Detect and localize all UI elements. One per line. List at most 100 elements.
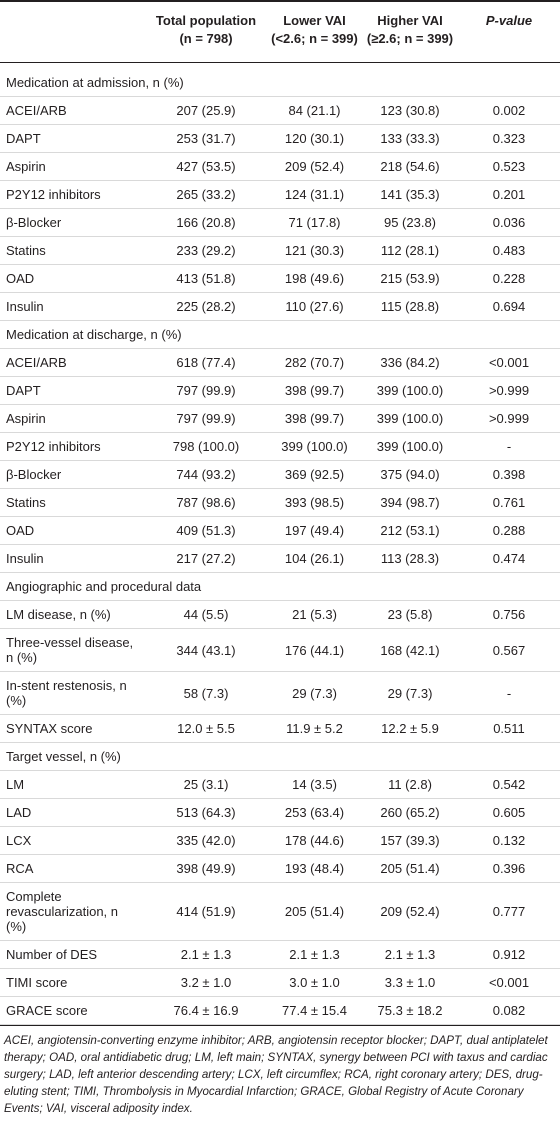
data-row: Aspirin 427 (53.5) 209 (52.4) 218 (54.6) 0.5… bbox=[0, 152, 560, 181]
cell: 113 (28.3) bbox=[362, 544, 458, 573]
data-row: ACEI/ARB 618 (77.4) 282 (70.7) 336 (84.2) <0… bbox=[0, 348, 560, 377]
cell: 0.694 bbox=[458, 292, 560, 321]
cell: 409 (51.3) bbox=[145, 516, 267, 545]
cell: 260 (65.2) bbox=[362, 798, 458, 827]
cell: 176 (44.1) bbox=[267, 628, 362, 672]
row-label: Aspirin bbox=[0, 152, 145, 181]
cell: 0.777 bbox=[458, 882, 560, 941]
row-label: ACEI/ARB bbox=[0, 96, 145, 125]
row-label: P2Y12 inhibitors bbox=[0, 432, 145, 461]
cell: 29 (7.3) bbox=[267, 671, 362, 715]
cell: 375 (94.0) bbox=[362, 460, 458, 489]
cell: 0.542 bbox=[458, 770, 560, 799]
cell: 0.761 bbox=[458, 488, 560, 517]
cell: 209 (52.4) bbox=[362, 882, 458, 941]
data-row: Number of DES 2.1 ± 1.3 2.1 ± 1.3 2.1 ± 1.3… bbox=[0, 940, 560, 969]
cell: 0.912 bbox=[458, 940, 560, 969]
cell: 336 (84.2) bbox=[362, 348, 458, 377]
cell: 414 (51.9) bbox=[145, 882, 267, 941]
cell: 178 (44.6) bbox=[267, 826, 362, 855]
cell: 787 (98.6) bbox=[145, 488, 267, 517]
cell: 265 (33.2) bbox=[145, 180, 267, 209]
cell: 0.511 bbox=[458, 714, 560, 743]
row-label: Number of DES bbox=[0, 940, 145, 969]
cell: 21 (5.3) bbox=[267, 600, 362, 629]
cell: 2.1 ± 1.3 bbox=[145, 940, 267, 969]
data-row: GRACE score 76.4 ± 16.9 77.4 ± 15.4 75.3 ± … bbox=[0, 996, 560, 1025]
row-label: LCX bbox=[0, 826, 145, 855]
header-cell: P-value bbox=[458, 0, 560, 63]
cell: 3.3 ± 1.0 bbox=[362, 968, 458, 997]
cell: 427 (53.5) bbox=[145, 152, 267, 181]
row-label: β-Blocker bbox=[0, 208, 145, 237]
cell: 0.567 bbox=[458, 628, 560, 672]
row-label: β-Blocker bbox=[0, 460, 145, 489]
cell: 369 (92.5) bbox=[267, 460, 362, 489]
header-row: Total population (n = 798) Lower VAI (<2.… bbox=[0, 0, 560, 63]
cell: 44 (5.5) bbox=[145, 600, 267, 629]
cell: 253 (63.4) bbox=[267, 798, 362, 827]
row-label: In-stent restenosis, n (%) bbox=[0, 671, 145, 715]
cell: 14 (3.5) bbox=[267, 770, 362, 799]
cell: 0.228 bbox=[458, 264, 560, 293]
data-row: β-Blocker 744 (93.2) 369 (92.5) 375 (94.0) 0… bbox=[0, 460, 560, 489]
cell: 233 (29.2) bbox=[145, 236, 267, 265]
row-label: P2Y12 inhibitors bbox=[0, 180, 145, 209]
cell: 112 (28.1) bbox=[362, 236, 458, 265]
cell: 513 (64.3) bbox=[145, 798, 267, 827]
cell: 115 (28.8) bbox=[362, 292, 458, 321]
cell: 133 (33.3) bbox=[362, 124, 458, 153]
cell: 157 (39.3) bbox=[362, 826, 458, 855]
cell: 215 (53.9) bbox=[362, 264, 458, 293]
data-row: Insulin 217 (27.2) 104 (26.1) 113 (28.3) 0.4… bbox=[0, 544, 560, 573]
data-row: LM disease, n (%) 44 (5.5) 21 (5.3) 23 (5.8… bbox=[0, 600, 560, 629]
data-row: Complete revascularization, n (%) 414 (51… bbox=[0, 882, 560, 941]
cell: 225 (28.2) bbox=[145, 292, 267, 321]
row-label: TIMI score bbox=[0, 968, 145, 997]
header-cell: Higher VAI (≥2.6; n = 399) bbox=[362, 0, 458, 63]
data-row: Statins 787 (98.6) 393 (98.5) 394 (98.7) 0.7… bbox=[0, 488, 560, 517]
row-label: Three-vessel disease, n (%) bbox=[0, 628, 145, 672]
data-row: LCX 335 (42.0) 178 (44.6) 157 (39.3) 0.132 bbox=[0, 826, 560, 855]
cell: >0.999 bbox=[458, 404, 560, 433]
row-label: Statins bbox=[0, 488, 145, 517]
cell: 0.756 bbox=[458, 600, 560, 629]
cell: 197 (49.4) bbox=[267, 516, 362, 545]
section-row: Medication at discharge, n (%) bbox=[0, 320, 560, 349]
row-label: LAD bbox=[0, 798, 145, 827]
cell: <0.001 bbox=[458, 968, 560, 997]
cell: 110 (27.6) bbox=[267, 292, 362, 321]
cell: 0.323 bbox=[458, 124, 560, 153]
cell: 141 (35.3) bbox=[362, 180, 458, 209]
data-table: Total population (n = 798) Lower VAI (<2.… bbox=[0, 0, 560, 1025]
cell: 123 (30.8) bbox=[362, 96, 458, 125]
header-cell: Total population (n = 798) bbox=[145, 0, 267, 63]
data-row: DAPT 797 (99.9) 398 (99.7) 399 (100.0) >0.99… bbox=[0, 376, 560, 405]
footnote: ACEI, angiotensin-converting enzyme inhi… bbox=[0, 1025, 560, 1117]
section-row: Medication at admission, n (%) bbox=[0, 62, 560, 97]
cell: 205 (51.4) bbox=[362, 854, 458, 883]
cell: 0.396 bbox=[458, 854, 560, 883]
cell: 77.4 ± 15.4 bbox=[267, 996, 362, 1025]
cell: 344 (43.1) bbox=[145, 628, 267, 672]
cell: 75.3 ± 18.2 bbox=[362, 996, 458, 1025]
cell: 218 (54.6) bbox=[362, 152, 458, 181]
cell: 209 (52.4) bbox=[267, 152, 362, 181]
row-label: Aspirin bbox=[0, 404, 145, 433]
cell: >0.999 bbox=[458, 376, 560, 405]
cell: 744 (93.2) bbox=[145, 460, 267, 489]
data-row: SYNTAX score 12.0 ± 5.5 11.9 ± 5.2 12.2 ± 5… bbox=[0, 714, 560, 743]
cell: 335 (42.0) bbox=[145, 826, 267, 855]
data-row: LAD 513 (64.3) 253 (63.4) 260 (65.2) 0.605 bbox=[0, 798, 560, 827]
row-label: LM bbox=[0, 770, 145, 799]
cell: 413 (51.8) bbox=[145, 264, 267, 293]
cell: 168 (42.1) bbox=[362, 628, 458, 672]
cell: 0.474 bbox=[458, 544, 560, 573]
cell: 217 (27.2) bbox=[145, 544, 267, 573]
cell: 11 (2.8) bbox=[362, 770, 458, 799]
data-row: P2Y12 inhibitors 265 (33.2) 124 (31.1) 141 … bbox=[0, 180, 560, 209]
cell: 399 (100.0) bbox=[362, 376, 458, 405]
cell: 393 (98.5) bbox=[267, 488, 362, 517]
cell: 398 (49.9) bbox=[145, 854, 267, 883]
